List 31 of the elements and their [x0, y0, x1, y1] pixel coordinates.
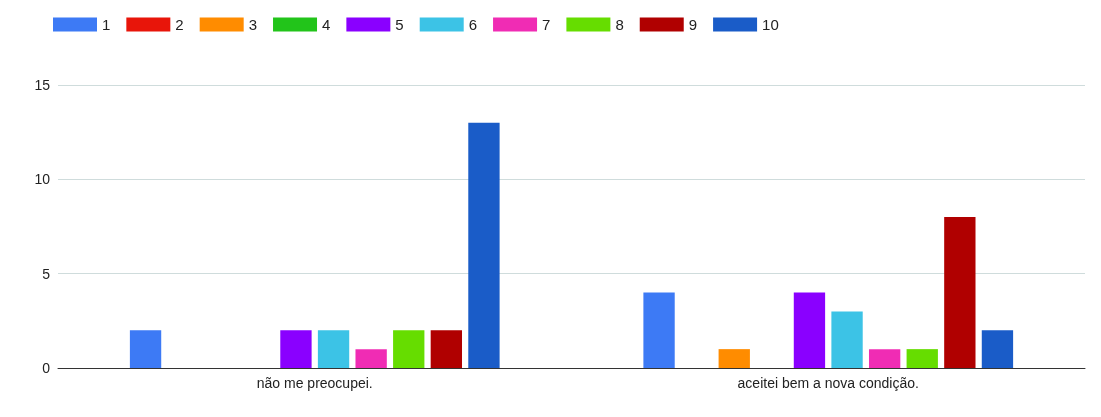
- bar: [718, 349, 750, 368]
- y-tick-label: 10: [34, 171, 51, 188]
- bar: [793, 292, 826, 368]
- y-tick-label: 0: [42, 360, 51, 376]
- bar: [393, 330, 425, 368]
- bar: [868, 349, 901, 368]
- legend-label: 8: [615, 16, 624, 33]
- legend-label: 3: [248, 16, 258, 33]
- x-tick-label: não me preocupei.: [256, 375, 373, 391]
- bar: [355, 349, 387, 368]
- bar: [280, 330, 312, 368]
- legend-label: 4: [322, 16, 331, 33]
- bar: [430, 330, 463, 368]
- bar: [831, 311, 863, 368]
- legend-label: 9: [688, 16, 698, 33]
- bar: [317, 330, 350, 368]
- bar: [129, 330, 162, 368]
- bar: [981, 330, 1014, 368]
- legend-label: 5: [395, 16, 404, 33]
- x-tick-label: aceitei bem a nova condição.: [737, 375, 919, 391]
- y-tick-label: 5: [42, 265, 51, 282]
- legend-label: 2: [175, 16, 184, 33]
- bar: [906, 349, 938, 368]
- legend-label: 1: [102, 16, 111, 33]
- y-tick-label: 15: [34, 77, 51, 93]
- bar: [468, 122, 500, 368]
- legend-label: 7: [542, 16, 551, 33]
- bar: [944, 217, 976, 368]
- legend-label: 6: [468, 16, 478, 33]
- bar: [643, 292, 675, 368]
- legend-label: 10: [762, 16, 779, 33]
